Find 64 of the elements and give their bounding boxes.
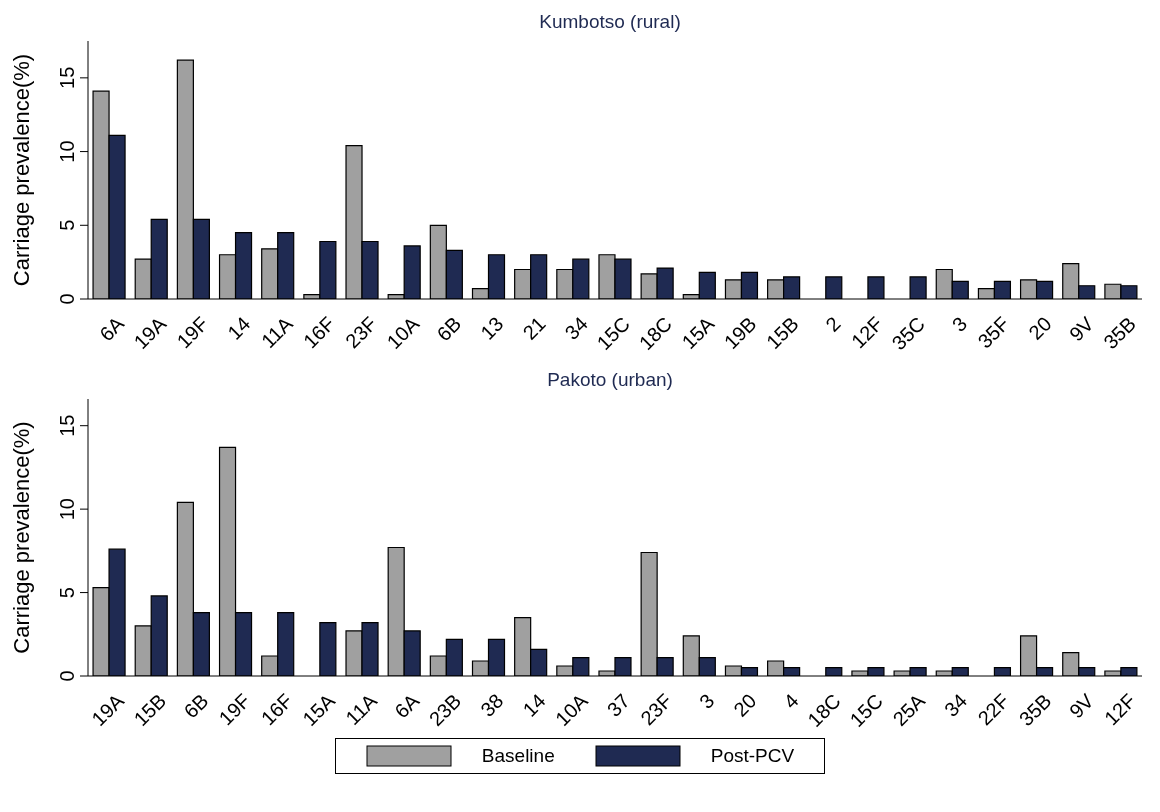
- x-tick-label: 6A: [390, 689, 424, 723]
- x-tick-label: 18C: [803, 689, 845, 731]
- x-tick-label: 20: [729, 689, 761, 721]
- x-tick-label: 22F: [973, 689, 1014, 730]
- x-tick-label: 12F: [847, 312, 887, 353]
- y-tick-label: 10: [56, 140, 78, 163]
- x-tick-label: 35B: [1099, 312, 1140, 354]
- y-axis-title: Carriage prevalence(%): [8, 53, 34, 287]
- chart-title: Kumbotso (rural): [538, 10, 682, 34]
- x-tick-label: 12F: [1100, 689, 1140, 730]
- x-tick-label: 35C: [887, 312, 930, 354]
- x-tick-label: 9V: [1064, 689, 1099, 723]
- x-tick-label: 9V: [1064, 312, 1099, 346]
- x-tick-label: 11A: [341, 689, 382, 730]
- x-tick-label: 14: [518, 689, 550, 721]
- x-tick-label: 14: [223, 312, 255, 344]
- x-tick-label: 11A: [257, 312, 298, 353]
- x-tick-label: 2: [821, 312, 845, 336]
- y-tick-label: 15: [56, 66, 78, 89]
- x-tick-label: 10A: [382, 312, 424, 354]
- x-tick-label: 21: [518, 312, 550, 344]
- x-tick-label: 3: [947, 312, 972, 336]
- x-tick-label: 15C: [592, 312, 635, 354]
- x-tick-label: 37: [602, 689, 635, 721]
- x-tick-label: 15B: [761, 312, 803, 354]
- legend-label: Post-PCV: [710, 745, 795, 767]
- x-tick-label: 15C: [845, 689, 887, 731]
- y-tick-label: 10: [56, 498, 78, 521]
- x-tick-label: 19A: [129, 312, 171, 354]
- x-tick-label: 19A: [87, 689, 129, 731]
- x-tick-label: 34: [560, 312, 592, 344]
- x-tick-label: 34: [940, 689, 972, 721]
- x-tick-label: 35B: [1014, 689, 1056, 731]
- x-tick-label: 23F: [341, 312, 382, 353]
- x-tick-label: 23B: [424, 689, 466, 731]
- x-tick-label: 10A: [551, 689, 593, 731]
- y-tick-label: 5: [56, 587, 78, 599]
- y-tick-label: 15: [56, 414, 78, 437]
- y-tick-label: 0: [56, 670, 78, 682]
- x-tick-label: 20: [1024, 312, 1056, 344]
- y-tick-label: 5: [56, 219, 78, 231]
- x-tick-label: 23F: [636, 689, 677, 730]
- x-tick-label: 19F: [172, 312, 213, 353]
- x-tick-label: 6B: [432, 312, 466, 346]
- x-tick-label: 35F: [973, 312, 1014, 353]
- x-tick-label: 19B: [719, 312, 761, 354]
- x-tick-label: 15B: [129, 689, 171, 731]
- x-tick-label: 38: [476, 689, 508, 721]
- x-tick-label: 16F: [256, 689, 297, 730]
- x-tick-label: 3: [694, 689, 719, 713]
- x-tick-label: 6B: [179, 689, 213, 723]
- x-tick-label: 4: [779, 689, 803, 713]
- x-tick-label: 25A: [888, 689, 930, 731]
- x-tick-label: 15A: [298, 689, 340, 731]
- legend-label: Baseline: [481, 745, 555, 767]
- x-tick-label: 15A: [677, 312, 719, 354]
- y-tick-label: 0: [56, 293, 78, 305]
- x-tick-label: 16F: [298, 312, 339, 353]
- chart-title: Pakoto (urban): [546, 368, 674, 392]
- y-axis-title: Carriage prevalence(%): [8, 421, 34, 654]
- x-tick-label: 19F: [214, 689, 255, 730]
- x-tick-label: 18C: [634, 312, 677, 354]
- x-tick-label: 13: [476, 312, 508, 344]
- x-tick-label: 6A: [95, 312, 129, 346]
